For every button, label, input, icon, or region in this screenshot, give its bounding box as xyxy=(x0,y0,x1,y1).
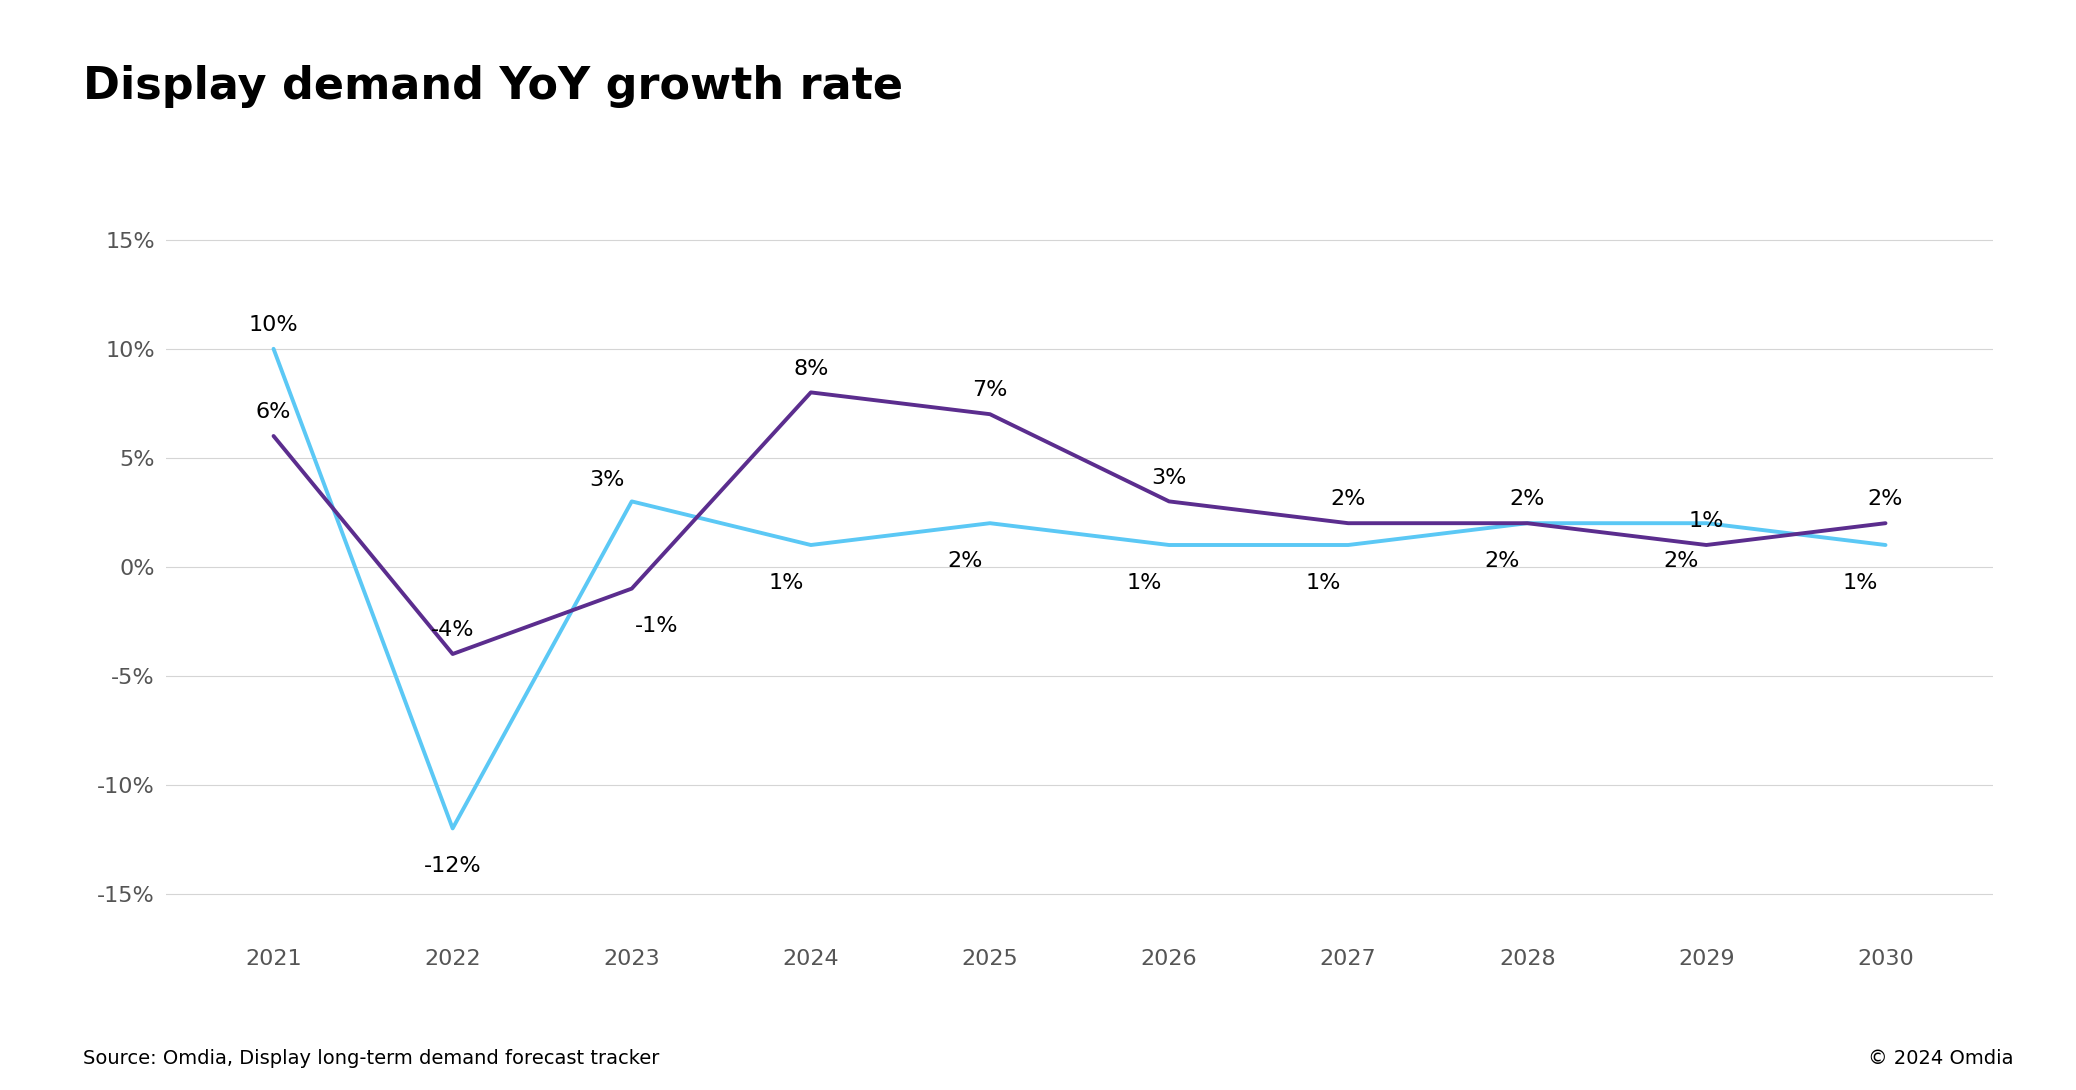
Text: 7%: 7% xyxy=(972,380,1007,400)
Text: 2%: 2% xyxy=(1509,489,1545,509)
Text: 1%: 1% xyxy=(1688,511,1723,531)
Unit(millions of units) xyxy=(1694,517,1719,530)
Text: 2%: 2% xyxy=(1663,550,1698,571)
Area(million square meter) xyxy=(440,647,465,661)
Text: 1%: 1% xyxy=(1306,572,1341,593)
Text: -12%: -12% xyxy=(424,856,482,876)
Unit(millions of units) xyxy=(1515,517,1540,530)
Unit(millions of units) xyxy=(619,495,644,508)
Text: 2%: 2% xyxy=(1484,550,1520,571)
Legend: Unit(millions of units), Area(million square meter): Unit(millions of units), Area(million sq… xyxy=(673,1082,1486,1090)
Text: 1%: 1% xyxy=(768,572,803,593)
Unit(millions of units) xyxy=(1156,538,1181,552)
Text: 1%: 1% xyxy=(1127,572,1163,593)
Unit(millions of units) xyxy=(1335,538,1360,552)
Text: 3%: 3% xyxy=(590,470,625,491)
Text: 1%: 1% xyxy=(1843,572,1879,593)
Text: © 2024 Omdia: © 2024 Omdia xyxy=(1868,1050,2014,1068)
Unit(millions of units) xyxy=(262,342,286,355)
Area(million square meter) xyxy=(1335,517,1360,530)
Text: 10%: 10% xyxy=(249,315,299,335)
Text: -1%: -1% xyxy=(635,616,679,637)
Area(million square meter) xyxy=(1694,538,1719,552)
Area(million square meter) xyxy=(799,386,824,399)
Unit(millions of units) xyxy=(440,822,465,835)
Unit(millions of units) xyxy=(1873,538,1897,552)
Area(million square meter) xyxy=(1156,495,1181,508)
Area(million square meter) xyxy=(262,429,286,443)
Area(million square meter) xyxy=(1873,517,1897,530)
Unit(millions of units) xyxy=(978,517,1003,530)
Text: 2%: 2% xyxy=(1868,489,1904,509)
Unit(millions of units) xyxy=(799,538,824,552)
Text: 6%: 6% xyxy=(255,402,291,422)
Text: 2%: 2% xyxy=(1331,489,1366,509)
Area(million square meter) xyxy=(619,582,644,595)
Text: 3%: 3% xyxy=(1152,468,1187,487)
Text: 8%: 8% xyxy=(793,359,828,378)
Text: -4%: -4% xyxy=(432,620,475,640)
Area(million square meter) xyxy=(1515,517,1540,530)
Line: Unit(millions of units): Unit(millions of units) xyxy=(274,349,1885,828)
Text: 2%: 2% xyxy=(947,550,982,571)
Text: Source: Omdia, Display long-term demand forecast tracker: Source: Omdia, Display long-term demand … xyxy=(83,1050,660,1068)
Line: Area(million square meter): Area(million square meter) xyxy=(274,392,1885,654)
Area(million square meter) xyxy=(978,408,1003,421)
Text: Display demand YoY growth rate: Display demand YoY growth rate xyxy=(83,65,903,108)
